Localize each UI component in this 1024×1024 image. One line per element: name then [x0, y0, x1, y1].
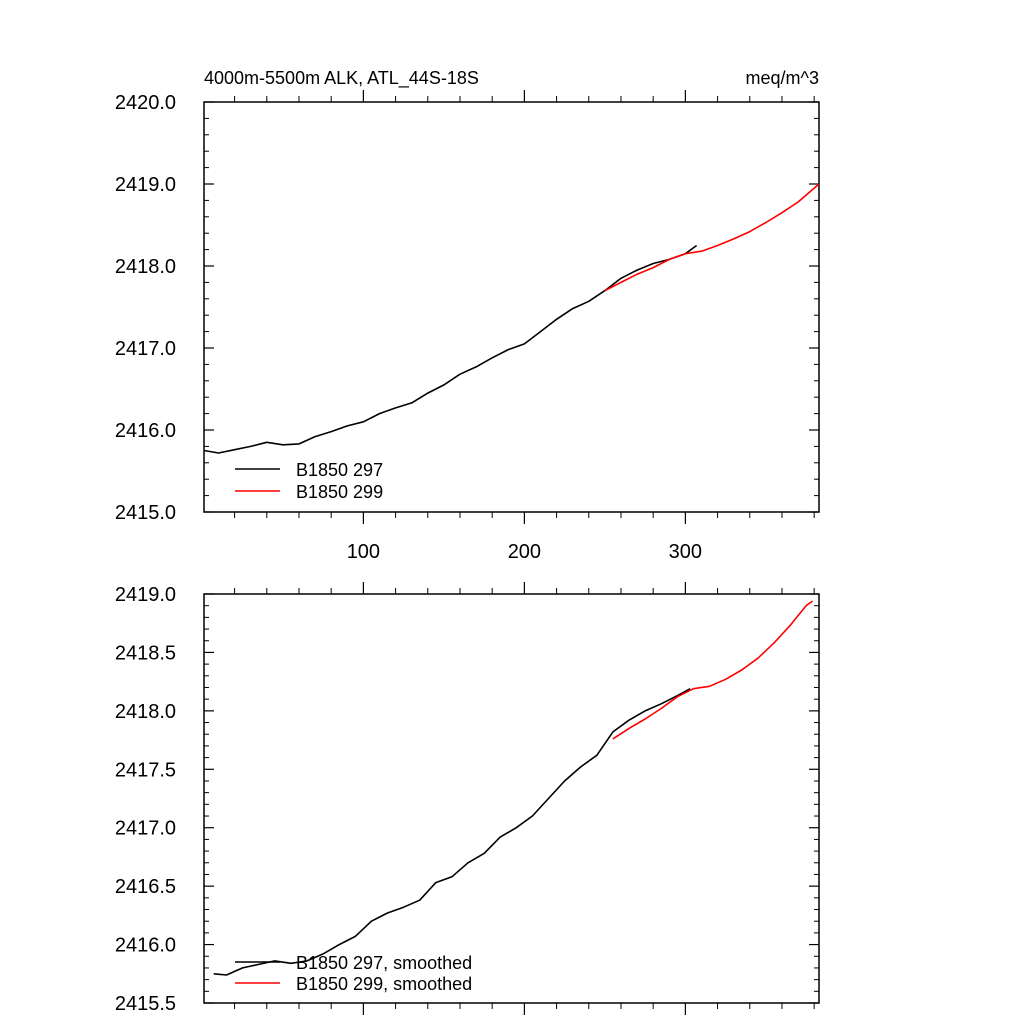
- series-line-red: [604, 183, 820, 292]
- top-legend: B1850 297 B1850 299: [235, 460, 383, 502]
- bottom-y-tick-labels: 2415.5 2416.0 2416.5 2417.0 2417.5 2418.0 2418…: [115, 584, 176, 1015]
- top-series-lines: [203, 183, 820, 454]
- top-x-tick-labels: 100 200 300: [347, 541, 702, 563]
- y-tick-label: 2417.0: [115, 818, 176, 840]
- x-tick-label: 100: [347, 541, 380, 563]
- top-panel: 4000m-5500m ALK, ATL_44S-18S meq/m^3 241…: [115, 68, 820, 563]
- top-legend-label-2: B1850 299: [296, 482, 383, 502]
- y-tick-label: 2415.0: [115, 502, 176, 524]
- bottom-legend-label-1: B1850 297, smoothed: [296, 953, 472, 973]
- bottom-legend-label-2: B1850 299, smoothed: [296, 974, 472, 994]
- top-legend-label-1: B1850 297: [296, 460, 383, 480]
- y-tick-label: 2419.0: [115, 174, 176, 196]
- series-line-black: [213, 687, 691, 976]
- y-tick-label: 2418.0: [115, 256, 176, 278]
- y-tick-label: 2415.5: [115, 993, 176, 1015]
- top-tick-marks: [204, 90, 819, 524]
- y-tick-label: 2419.0: [115, 584, 176, 606]
- y-tick-label: 2417.5: [115, 759, 176, 781]
- bottom-panel: 2415.5 2416.0 2416.5 2417.0 2417.5 2418.0 2418…: [115, 582, 820, 1015]
- bottom-legend: B1850 297, smoothed B1850 299, smoothed: [235, 953, 472, 994]
- top-y-tick-labels: 2415.0 2416.0 2417.0 2418.0 2419.0 2420.0: [115, 92, 176, 524]
- series-line-black: [203, 244, 698, 454]
- y-tick-label: 2416.0: [115, 935, 176, 957]
- y-tick-label: 2417.0: [115, 338, 176, 360]
- y-tick-label: 2418.5: [115, 642, 176, 664]
- top-panel-title: 4000m-5500m ALK, ATL_44S-18S: [204, 68, 479, 89]
- top-panel-units: meq/m^3: [746, 68, 819, 88]
- x-tick-label: 300: [669, 541, 702, 563]
- bottom-tick-marks: [204, 582, 819, 1015]
- top-plot-frame: [203, 101, 820, 513]
- y-tick-label: 2416.0: [115, 420, 176, 442]
- series-line-red: [612, 600, 814, 740]
- y-tick-label: 2416.5: [115, 876, 176, 898]
- bottom-plot-frame: [203, 593, 820, 1004]
- x-tick-label: 200: [508, 541, 541, 563]
- bottom-series-lines: [213, 600, 814, 976]
- y-tick-label: 2418.0: [115, 701, 176, 723]
- y-tick-label: 2420.0: [115, 92, 176, 114]
